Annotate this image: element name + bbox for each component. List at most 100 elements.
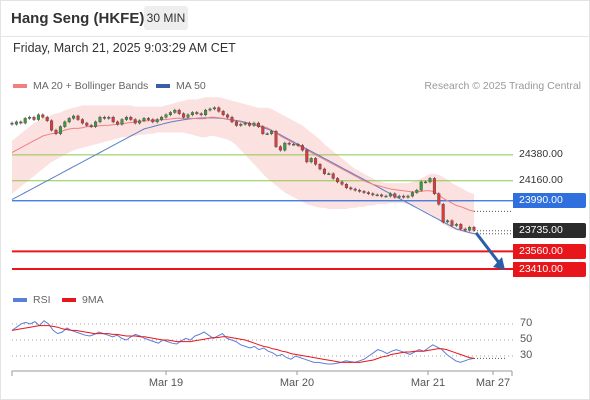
candle-body — [283, 142, 287, 151]
level-tag-4: 23560.00 — [513, 243, 586, 259]
candle-body — [72, 115, 76, 119]
candle-body — [406, 195, 410, 198]
research-credit: Research © 2025 Trading Central — [424, 80, 581, 92]
candle-body — [186, 114, 190, 118]
candle-body — [146, 118, 150, 120]
candle-body — [85, 122, 89, 126]
candle-body — [221, 111, 225, 116]
candle-body — [340, 181, 344, 185]
candle-body — [463, 228, 467, 231]
candle-body — [419, 181, 423, 191]
candle-body — [164, 114, 168, 118]
candle-body — [397, 195, 401, 198]
candle-body — [76, 115, 80, 120]
candle-body — [80, 119, 84, 124]
candle-body — [318, 164, 322, 170]
level-tag-3: 23735.00 — [513, 223, 586, 239]
candle-body — [415, 189, 419, 193]
candle-body — [305, 149, 309, 163]
x-tick-label-3: Mar 27 — [475, 377, 511, 389]
level-tag-5: 23410.00 — [513, 261, 586, 277]
candle-body — [300, 145, 304, 151]
candle-body — [63, 121, 67, 127]
candle-body — [459, 224, 463, 230]
candle-body — [199, 113, 203, 116]
candle-body — [190, 112, 194, 116]
candle-body — [208, 108, 212, 111]
candle-body — [155, 119, 159, 123]
chart-header: Hang Seng (HKFE) 30 MIN — [0, 0, 590, 37]
timeframe-badge[interactable]: 30 MIN — [144, 6, 188, 30]
projection-arrow-head-icon — [493, 257, 505, 271]
candle-body — [278, 146, 282, 151]
legend-rsi-label: RSI — [33, 294, 51, 306]
candle-body — [353, 188, 357, 191]
legend-rsi-ma: 9MA — [62, 294, 104, 306]
candle-body — [472, 227, 476, 231]
candle-body — [14, 121, 18, 125]
projection-arrow-shaft — [474, 231, 502, 265]
level-tag-1: 24160.00 — [519, 174, 563, 187]
candle-body — [239, 124, 243, 126]
legend-bollinger: MA 20 + Bollinger Bands — [13, 80, 148, 92]
candle-body — [102, 116, 106, 119]
candle-body — [98, 116, 102, 123]
candle-body — [371, 193, 375, 196]
candle-body — [388, 193, 392, 197]
candle-body — [428, 178, 432, 183]
candle-body — [450, 220, 454, 226]
candle-body — [36, 114, 40, 120]
candle-body — [292, 144, 296, 146]
candle-body — [58, 126, 62, 134]
candle-body — [120, 119, 124, 125]
rsi-level-label-2: 30 — [520, 349, 533, 361]
candle-body — [441, 204, 445, 223]
candle-body — [116, 121, 120, 125]
candle-body — [270, 131, 274, 134]
legend-ma50-label: MA 50 — [176, 80, 206, 92]
rsi-line — [11, 320, 475, 365]
candle-body — [67, 118, 71, 123]
x-tick-label-1: Mar 20 — [279, 377, 315, 389]
candle-body — [344, 184, 348, 189]
rsi-swatch-icon — [13, 298, 27, 302]
candle-body — [243, 122, 247, 125]
candle-body — [204, 109, 208, 116]
candle-body — [274, 131, 278, 147]
instrument-title: Hang Seng (HKFE) — [11, 10, 145, 27]
candle-body — [362, 191, 366, 193]
candle-body — [296, 144, 300, 146]
candle-body — [375, 194, 379, 197]
candle-body — [358, 189, 362, 192]
candle-body — [151, 119, 155, 123]
ma20-line — [11, 116, 475, 212]
candle-body — [410, 192, 414, 197]
candle-body — [217, 107, 221, 112]
legend-bollinger-label: MA 20 + Bollinger Bands — [33, 80, 149, 92]
candle-body — [10, 122, 14, 125]
candle-body — [182, 113, 186, 118]
candle-body — [468, 227, 472, 231]
candle-body — [133, 119, 137, 124]
candle-body — [322, 168, 326, 174]
ma50-swatch-icon — [156, 84, 170, 88]
x-tick-label-2: Mar 21 — [410, 377, 446, 389]
candle-body — [234, 121, 238, 126]
legend-rsi-ma-label: 9MA — [82, 294, 104, 306]
candle-body — [19, 121, 23, 124]
candle-body — [94, 121, 98, 127]
candle-body — [287, 142, 291, 145]
candle-body — [327, 173, 331, 175]
candle-body — [432, 178, 436, 194]
candle-body — [393, 193, 397, 198]
candle-body — [195, 112, 199, 114]
rsi-ma-line — [11, 325, 475, 363]
candle-body — [23, 118, 27, 124]
candle-body — [212, 107, 216, 110]
candle-body — [142, 118, 146, 121]
candle-body — [45, 116, 49, 121]
candle-body — [28, 116, 32, 119]
candle-body — [89, 125, 93, 127]
candle-body — [366, 192, 370, 194]
